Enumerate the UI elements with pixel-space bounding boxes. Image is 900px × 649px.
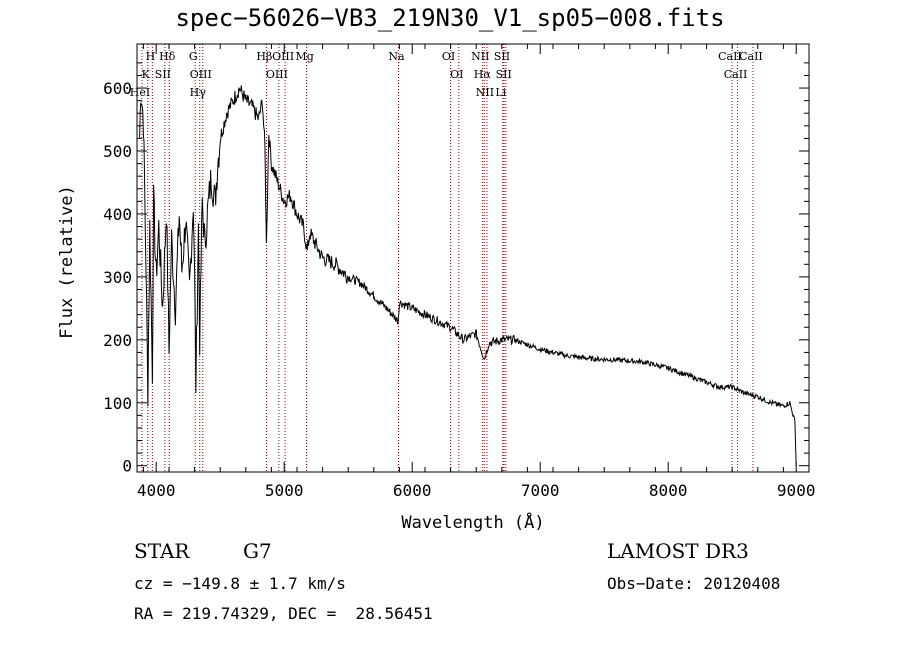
- y-axis-label: Flux (relative): [57, 185, 77, 339]
- spectral-line-label: Na: [388, 50, 405, 63]
- spectral-line-label: H: [146, 50, 156, 63]
- x-tick-label: 7000: [521, 481, 560, 500]
- x-axis-label: Wavelength (Å): [401, 511, 544, 533]
- spectral-line-label: NII: [471, 50, 489, 63]
- y-tick-label: 500: [103, 142, 132, 161]
- x-tick-label: 5000: [265, 481, 304, 500]
- spectral-line-label: Hγ: [190, 86, 207, 99]
- x-tick-label: 6000: [393, 481, 432, 500]
- spectral-line-label: OIII: [266, 68, 288, 81]
- axis-ticks-layer: 4000 5000 6000 7000 8000 9000 0 100 200 300 400 500…: [103, 44, 815, 500]
- spectral-line-label: CaII: [739, 50, 763, 63]
- object-class: STAR: [134, 539, 190, 563]
- spectral-line-label: OIII: [272, 50, 294, 63]
- spectral-line-label: SII: [496, 68, 512, 81]
- spectral-line-label: OI: [442, 50, 455, 63]
- spectral-line-label: Li: [495, 86, 506, 99]
- spectral-line-label: CaII: [724, 68, 748, 81]
- spectral-line-label: NII: [476, 86, 494, 99]
- plot-frame: [136, 43, 810, 473]
- redshift-cz: cz = −149.8 ± 1.7 km/s: [134, 574, 346, 593]
- spectral-line-label: G: [189, 50, 198, 63]
- spectral-line-label: OI: [450, 68, 463, 81]
- observation-date: Obs−Date: 20120408: [607, 574, 781, 593]
- x-tick-label: 8000: [649, 481, 688, 500]
- y-tick-label: 0: [122, 457, 132, 476]
- spectral-line-label: SII: [494, 50, 510, 63]
- x-tick-label: 4000: [137, 481, 176, 500]
- spectral-line-label: Hα: [474, 68, 492, 81]
- y-tick-label: 200: [103, 331, 132, 350]
- y-tick-label: 300: [103, 268, 132, 287]
- y-tick-label: 100: [103, 394, 132, 413]
- spectral-line-label: HeI: [130, 86, 150, 99]
- x-tick-label: 9000: [777, 481, 816, 500]
- y-tick-label: 400: [103, 205, 132, 224]
- coordinates: RA = 219.74329, DEC = 28.56451: [134, 604, 433, 623]
- spectrum-series-line: [139, 85, 797, 466]
- chart-title: spec−56026−VB3_219N30_V1_sp05−008.fits: [175, 4, 725, 32]
- spectral-line-label: SII: [155, 68, 171, 81]
- survey-name: LAMOST DR3: [607, 539, 749, 563]
- spectral-line-label: Hβ: [256, 50, 272, 63]
- spectral-lines-layer: [141, 44, 754, 472]
- spectral-line-label: K: [142, 68, 151, 81]
- y-tick-label: 600: [103, 79, 132, 98]
- spectral-line-label: OIII: [190, 68, 212, 81]
- spectral-line-label: CaII: [718, 50, 742, 63]
- spectral-line-label: Mg: [295, 50, 313, 63]
- object-subclass: G7: [243, 539, 272, 563]
- spectral-line-label: Hδ: [159, 50, 176, 63]
